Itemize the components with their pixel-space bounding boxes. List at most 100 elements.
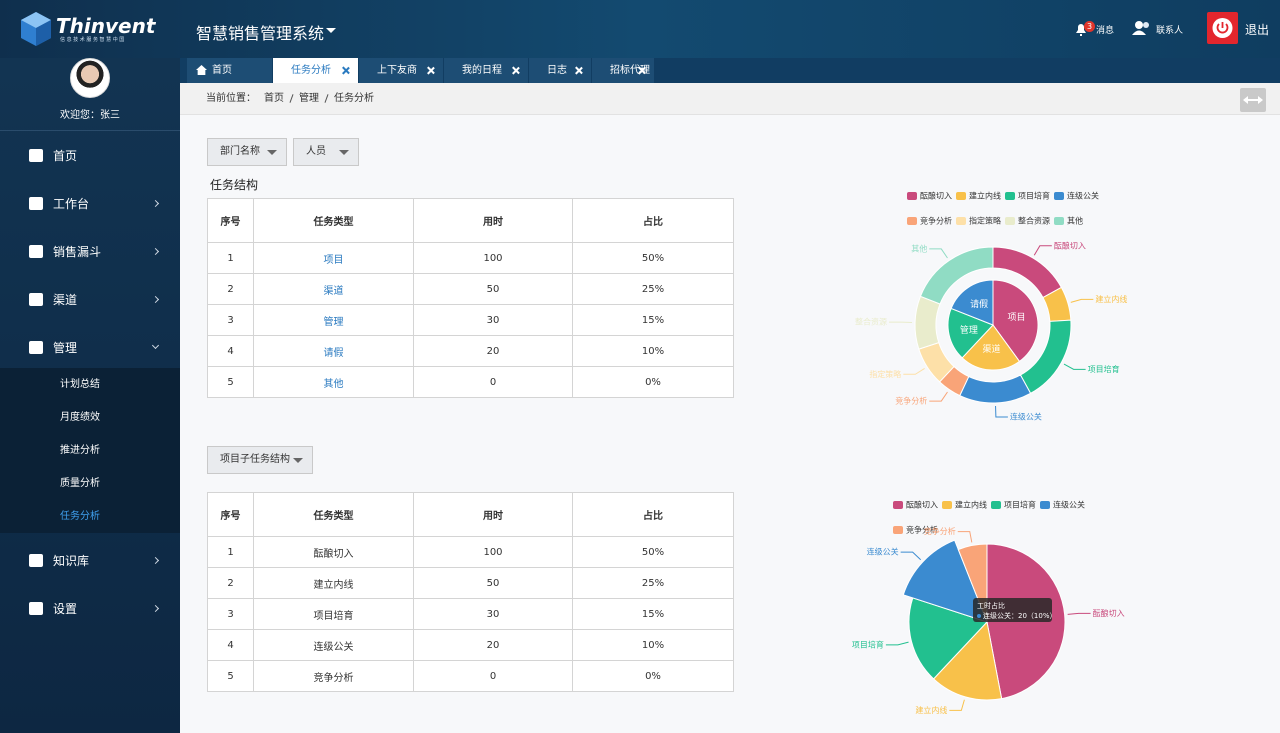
tab[interactable]: 上下友商	[359, 58, 443, 83]
tab[interactable]: 招标代理	[592, 58, 654, 83]
legend-label: 酝酿切入	[906, 500, 938, 510]
breadcrumb-item[interactable]: 管理	[299, 93, 319, 104]
table-cell: 0%	[572, 660, 734, 692]
table-cell: 25%	[572, 273, 734, 305]
table-row: 4 请假 20 10%	[207, 335, 734, 367]
breadcrumb-item[interactable]: 任务分析	[334, 93, 374, 104]
table-row: 1 项目 100 50%	[207, 242, 734, 274]
legend-label: 指定策略	[969, 216, 1001, 226]
leader-line	[949, 699, 965, 711]
legend-swatch	[1054, 192, 1064, 200]
table-cell: 10%	[572, 335, 734, 367]
caret	[267, 150, 277, 160]
submenu-item[interactable]: 任务分析	[60, 511, 100, 522]
slice-label: 项目培育	[1088, 364, 1120, 374]
submenu-item[interactable]: 质量分析	[60, 478, 100, 489]
table-cell[interactable]: 渠道	[253, 273, 414, 305]
tab[interactable]: 我的日程	[444, 58, 528, 83]
tooltip	[973, 598, 1052, 622]
caret	[339, 150, 349, 160]
menu-icon	[29, 149, 43, 162]
menu-item[interactable]: 首页	[0, 132, 180, 180]
menu-item[interactable]: 知识库	[0, 537, 180, 585]
contacts-link[interactable]: 联系人	[1156, 26, 1184, 36]
breadcrumb-item[interactable]: 首页	[264, 93, 284, 104]
menu-label: 销售漏斗	[53, 245, 102, 259]
table-row: 5 竞争分析 0 0%	[207, 660, 734, 692]
table-cell: 3	[207, 598, 254, 630]
tab[interactable]: 首页	[187, 58, 272, 83]
table-cell: 5	[207, 366, 254, 398]
header-cell: 用时	[413, 492, 573, 537]
legend-label: 竞争分析	[906, 525, 938, 535]
tooltip-title: 工时占比	[977, 601, 1005, 610]
legend-swatch	[956, 192, 966, 200]
table-cell: 50%	[572, 536, 734, 568]
legend-swatch	[956, 217, 966, 225]
legend-label: 竞争分析	[920, 216, 952, 226]
header-cell: 序号	[207, 198, 254, 243]
messages-link[interactable]: 消息	[1096, 26, 1115, 36]
caret	[293, 458, 303, 468]
slice-label: 渠道	[982, 343, 1000, 355]
table-cell: 10%	[572, 629, 734, 661]
header-cell: 任务类型	[253, 198, 414, 243]
system-title[interactable]: 智慧销售管理系统	[196, 24, 325, 43]
header-cell: 占比	[572, 198, 734, 243]
menu-item[interactable]: 工作台	[0, 180, 180, 228]
slice-label: 整合资源	[855, 317, 887, 327]
logout-button[interactable]	[1207, 12, 1238, 44]
table-cell[interactable]: 项目	[253, 242, 414, 274]
table-cell[interactable]: 管理	[253, 304, 414, 336]
tab-label: 上下友商	[377, 65, 417, 76]
filter-dropdown[interactable]: 部门名称	[207, 138, 287, 166]
legend-swatch	[991, 501, 1001, 509]
table-cell: 4	[207, 335, 254, 367]
menu-item[interactable]: 管理	[0, 324, 180, 372]
slice-label: 竞争分析	[895, 396, 927, 406]
filter-dropdown[interactable]: 人员	[293, 138, 359, 166]
submenu-item[interactable]: 计划总结	[60, 379, 100, 390]
legend-label: 连级公关	[1053, 500, 1085, 510]
filter-dropdown[interactable]: 项目子任务结构	[207, 446, 313, 474]
header-cell: 占比	[572, 492, 734, 537]
legend-swatch	[893, 526, 903, 534]
table-cell: 100	[413, 242, 573, 274]
table-cell: 4	[207, 629, 254, 661]
leader-line	[1067, 612, 1091, 615]
table-cell: 30	[413, 598, 573, 630]
menu-item[interactable]: 销售漏斗	[0, 228, 180, 276]
pie-slice	[919, 246, 994, 305]
menu-label: 知识库	[53, 554, 90, 568]
legend-swatch	[893, 501, 903, 509]
slice-label: 指定策略	[869, 369, 901, 379]
table-cell: 建立内线	[253, 567, 414, 599]
leader-line	[957, 531, 973, 543]
header-row: 序号 任务类型 用时 占比	[207, 492, 734, 537]
legend-label: 项目培育	[1004, 500, 1036, 510]
table-row: 2 渠道 50 25%	[207, 273, 734, 305]
submenu-item[interactable]: 推进分析	[60, 445, 100, 456]
avatar	[70, 58, 110, 98]
tooltip-text: 连级公关：20（10%）	[983, 611, 1056, 620]
leader-line	[1070, 298, 1094, 303]
table-cell: 连级公关	[253, 629, 414, 661]
menu-label: 渠道	[53, 293, 78, 307]
tab[interactable]: 日志	[529, 58, 591, 83]
table-cell: 50	[413, 567, 573, 599]
slice-label: 项目培育	[852, 639, 884, 649]
table-cell[interactable]: 其他	[253, 366, 414, 398]
table-cell[interactable]: 请假	[253, 335, 414, 367]
submenu-item[interactable]: 月度绩效	[60, 412, 100, 423]
tab-label: 首页	[212, 65, 232, 76]
menu-item[interactable]: 设置	[0, 585, 180, 633]
logout-link[interactable]: 退出	[1245, 23, 1270, 37]
table-cell: 5	[207, 660, 254, 692]
home-icon	[196, 65, 207, 75]
tooltip-dot	[977, 614, 981, 618]
menu-icon	[29, 554, 43, 567]
tab[interactable]: 任务分析	[273, 58, 358, 83]
menu-item[interactable]: 渠道	[0, 276, 180, 324]
toggle-button[interactable]	[1240, 88, 1266, 112]
